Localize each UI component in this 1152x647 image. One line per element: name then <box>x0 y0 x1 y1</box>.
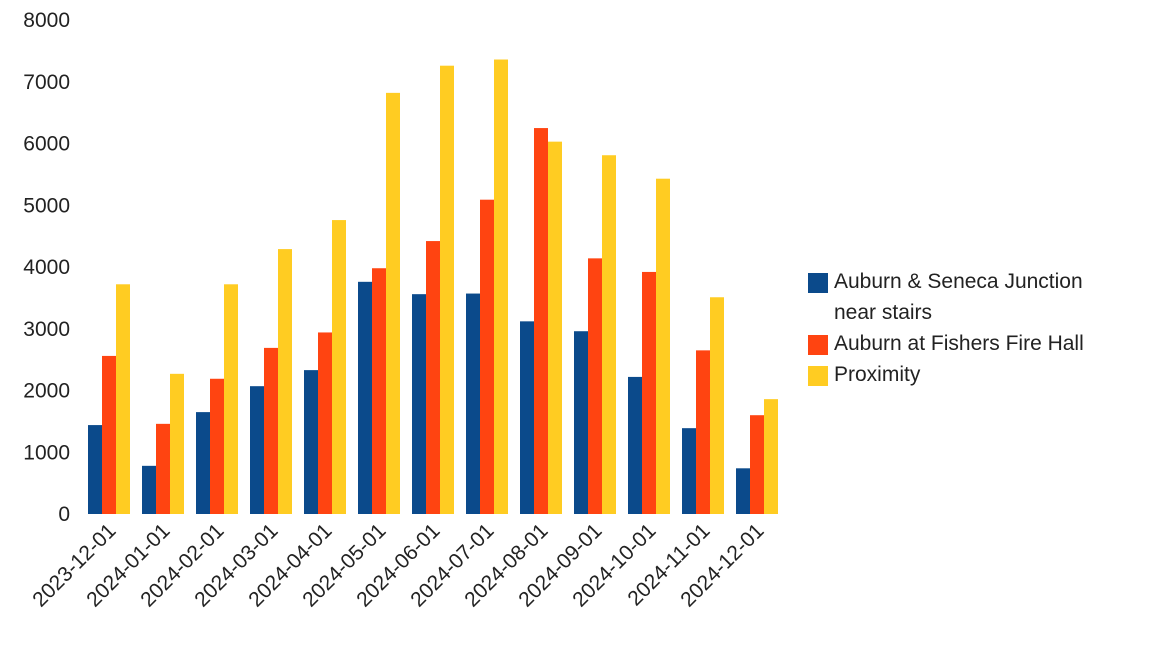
bar <box>440 65 454 514</box>
bar <box>156 423 170 514</box>
bar <box>548 141 562 514</box>
bar <box>466 293 480 514</box>
bar <box>574 331 588 514</box>
bar <box>318 332 332 514</box>
bar <box>332 220 346 514</box>
bar <box>696 350 710 514</box>
y-axis-ticks: 0 1000 2000 3000 4000 5000 6000 7000 8000 <box>23 9 70 526</box>
bar <box>170 373 184 514</box>
bar <box>386 92 400 515</box>
legend-swatch <box>808 335 828 355</box>
bar <box>142 465 156 514</box>
bar <box>210 378 224 514</box>
y-tick-label: 8000 <box>23 9 70 32</box>
bar <box>196 412 210 514</box>
bar <box>426 241 440 514</box>
bar <box>520 321 534 514</box>
bar <box>628 376 642 514</box>
bar <box>278 249 292 514</box>
bar <box>642 271 656 514</box>
bar <box>304 370 318 514</box>
bar <box>602 155 616 515</box>
bar <box>764 399 778 514</box>
y-tick-label: 0 <box>58 503 70 526</box>
bar <box>264 347 278 514</box>
legend-swatch <box>808 366 828 386</box>
y-tick-label: 4000 <box>23 256 70 279</box>
bar <box>534 128 548 514</box>
bar <box>588 258 602 514</box>
legend-label: Auburn & Seneca Junction <box>834 270 1083 293</box>
bar <box>372 268 386 514</box>
bar <box>224 284 238 514</box>
bar <box>88 425 102 514</box>
bar <box>116 284 130 514</box>
bar <box>412 294 426 514</box>
x-axis-ticks: 2023-12-012024-01-012024-02-012024-03-01… <box>28 519 768 611</box>
bar <box>250 386 264 514</box>
legend-label: Auburn at Fishers Fire Hall <box>834 332 1084 355</box>
bar <box>102 355 116 514</box>
legend: Auburn & Seneca Junction near stairs Aubur… <box>808 270 1084 386</box>
bar <box>494 59 508 515</box>
legend-label: Proximity <box>834 363 921 386</box>
y-tick-label: 1000 <box>23 441 70 464</box>
y-tick-label: 7000 <box>23 71 70 94</box>
bar <box>736 468 750 514</box>
bar <box>656 178 670 514</box>
bar <box>480 199 494 514</box>
y-tick-label: 2000 <box>23 380 70 403</box>
bars <box>88 59 778 515</box>
bar <box>710 297 724 514</box>
bar <box>750 415 764 514</box>
y-tick-label: 3000 <box>23 318 70 341</box>
y-tick-label: 6000 <box>23 133 70 156</box>
y-tick-label: 5000 <box>23 194 70 217</box>
legend-swatch <box>808 273 828 293</box>
legend-label: near stairs <box>834 301 932 324</box>
bar <box>358 281 372 514</box>
bar <box>682 428 696 514</box>
